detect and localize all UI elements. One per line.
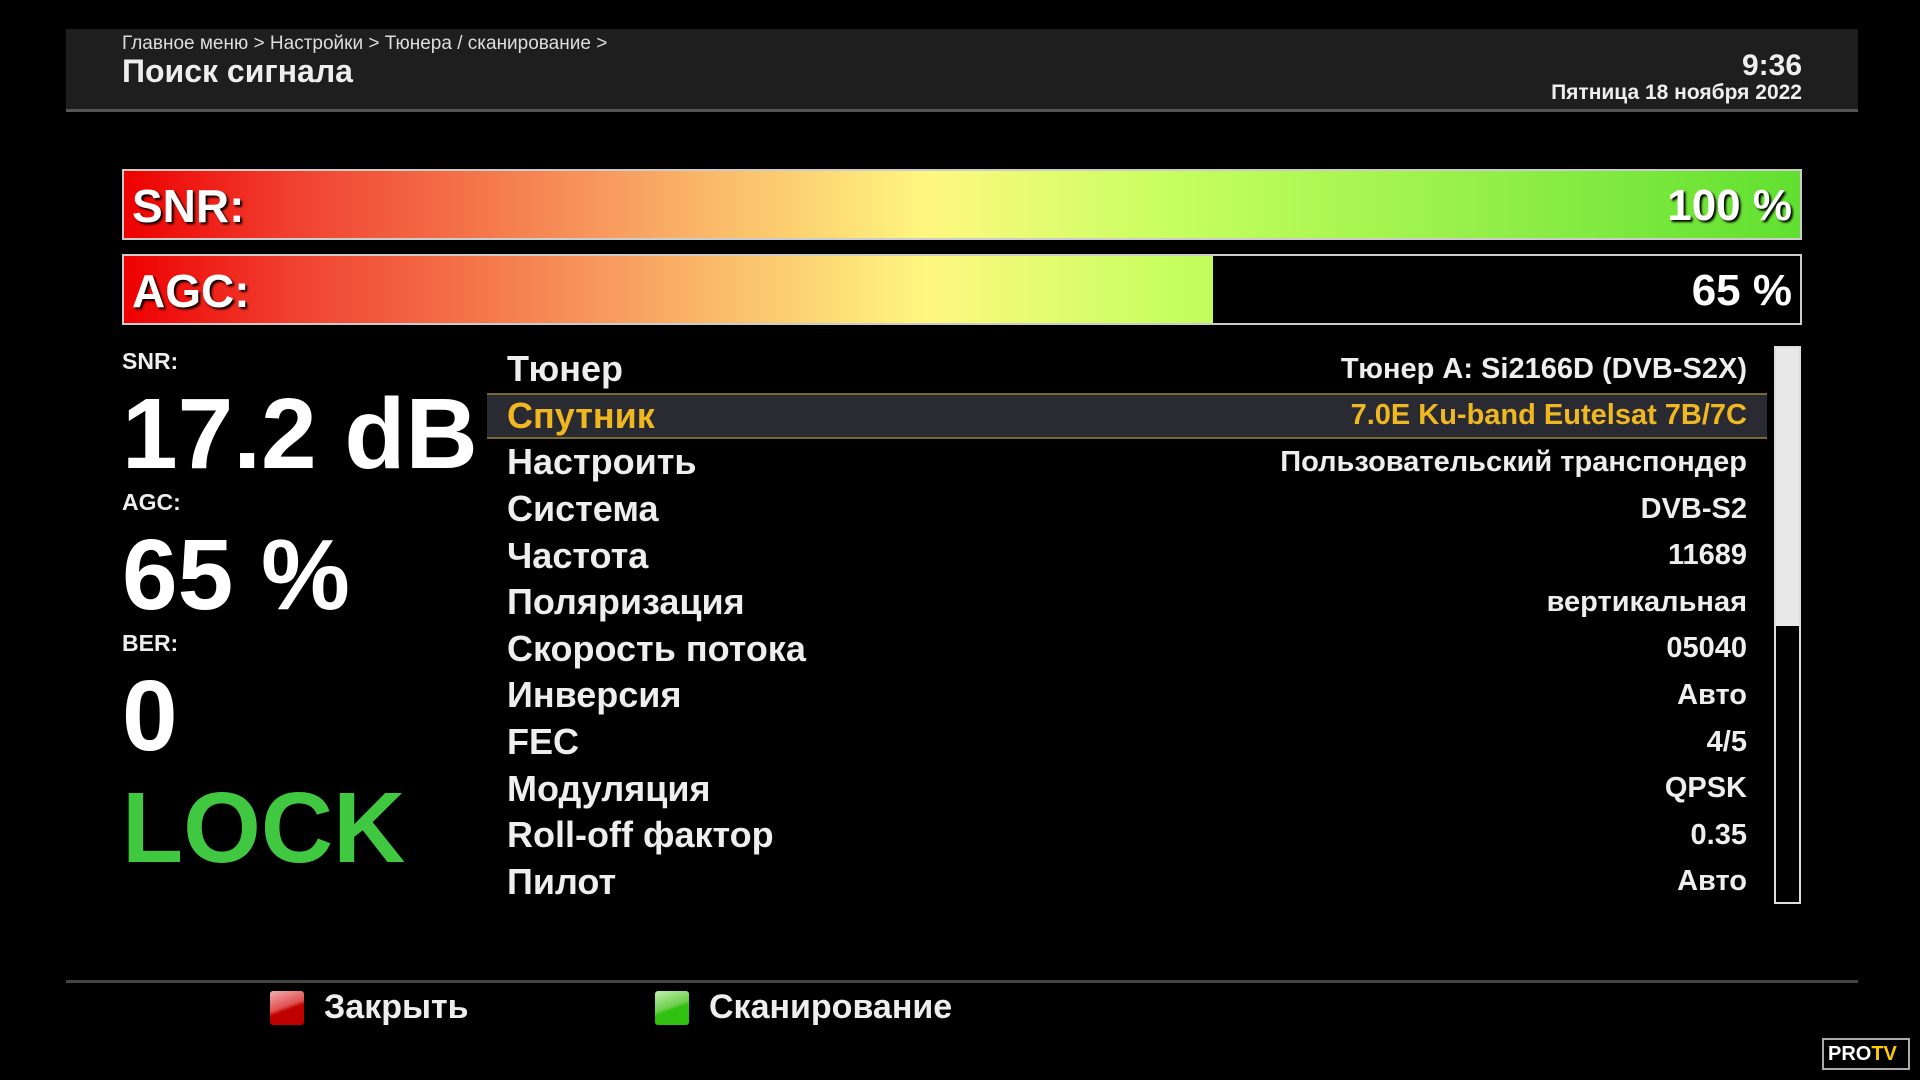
scan-label: Сканирование bbox=[709, 988, 953, 1026]
red-key-icon bbox=[270, 990, 304, 1025]
parameter-label: Частота bbox=[507, 534, 649, 576]
snr-value: 17.2 dB bbox=[122, 378, 478, 490]
green-key-icon bbox=[655, 990, 689, 1025]
clock-time: 9:36 bbox=[1741, 49, 1802, 82]
parameter-label: Roll-off фактор bbox=[507, 814, 774, 856]
page-title: Поиск сигнала bbox=[122, 53, 353, 89]
parameter-row[interactable]: Спутник 7.0E Ku-band Eutelsat 7B/7C bbox=[487, 392, 1767, 440]
parameter-row[interactable]: Настроить Пользовательский транспондер bbox=[487, 439, 1767, 486]
breadcrumb: Главное меню > Настройки > Тюнера / скан… bbox=[122, 33, 608, 54]
parameter-value: Авто bbox=[1677, 865, 1747, 898]
scan-button[interactable]: Сканирование bbox=[655, 988, 952, 1027]
close-button[interactable]: Закрыть bbox=[270, 988, 469, 1027]
scrollbar[interactable] bbox=[1774, 346, 1801, 904]
ber-label: BER: bbox=[122, 630, 179, 656]
parameter-label: Модуляция bbox=[507, 767, 711, 809]
lock-status: LOCK bbox=[122, 772, 406, 884]
snr-bar-fill bbox=[124, 171, 1800, 238]
parameter-row[interactable]: Поляризация вертикальная bbox=[487, 579, 1767, 626]
agc-bar: AGC: 65 % bbox=[122, 254, 1802, 325]
snr-label: SNR: bbox=[122, 348, 179, 374]
agc-bar-value: 65 % bbox=[1691, 266, 1792, 315]
parameter-value: Тюнер A: Si2166D (DVB-S2X) bbox=[1340, 352, 1747, 385]
parameter-row[interactable]: Модуляция QPSK bbox=[487, 765, 1767, 812]
parameter-row[interactable]: Пилот Авто bbox=[487, 859, 1767, 906]
parameter-label: Настроить bbox=[507, 441, 697, 483]
parameter-label: Пилот bbox=[507, 860, 617, 902]
parameter-value: 0.35 bbox=[1690, 818, 1747, 851]
parameter-label: Скорость потока bbox=[507, 627, 806, 669]
parameter-value: QPSK bbox=[1664, 772, 1747, 805]
parameter-label: Поляризация bbox=[507, 581, 745, 623]
parameter-value: 7.0E Ku-band Eutelsat 7B/7C bbox=[1350, 399, 1747, 432]
snr-bar: SNR: 100 % bbox=[122, 169, 1802, 240]
ber-value: 0 bbox=[122, 660, 178, 772]
parameter-label: Инверсия bbox=[507, 674, 682, 716]
snr-bar-value: 100 % bbox=[1667, 181, 1792, 230]
parameter-label: Спутник bbox=[507, 394, 655, 436]
header: Главное меню > Настройки > Тюнера / скан… bbox=[66, 29, 1858, 112]
parameter-label: Система bbox=[507, 488, 659, 530]
parameter-row[interactable]: Roll-off фактор 0.35 bbox=[487, 812, 1767, 859]
parameter-row[interactable]: FEC 4/5 bbox=[487, 719, 1767, 766]
parameter-row[interactable]: Система DVB-S2 bbox=[487, 486, 1767, 533]
parameter-value: DVB-S2 bbox=[1640, 492, 1747, 525]
parameter-row[interactable]: Тюнер Тюнер A: Si2166D (DVB-S2X) bbox=[487, 346, 1767, 393]
agc-value: 65 % bbox=[122, 519, 350, 631]
snr-bar-label: SNR: bbox=[132, 180, 245, 232]
footer-divider bbox=[66, 980, 1858, 983]
parameter-value: Пользовательский транспондер bbox=[1280, 445, 1747, 478]
parameter-list: Тюнер Тюнер A: Si2166D (DVB-S2X) Спутник 7.… bbox=[487, 346, 1767, 905]
parameter-value: 4/5 bbox=[1706, 725, 1747, 758]
parameter-value: 05040 bbox=[1666, 632, 1747, 665]
protv-logo: PROTV bbox=[1822, 1038, 1910, 1070]
clock-date: Пятница 18 ноября 2022 bbox=[1551, 81, 1802, 104]
parameter-label: Тюнер bbox=[507, 348, 624, 390]
parameter-value: Авто bbox=[1677, 678, 1747, 711]
agc-bar-label: AGC: bbox=[132, 265, 250, 317]
parameter-value: вертикальная bbox=[1546, 585, 1747, 618]
agc-bar-fill bbox=[124, 256, 1214, 323]
parameter-label: FEC bbox=[507, 721, 579, 763]
parameter-value: 11689 bbox=[1667, 539, 1747, 572]
parameter-row[interactable]: Инверсия Авто bbox=[487, 672, 1767, 719]
parameter-row[interactable]: Частота 11689 bbox=[487, 532, 1767, 579]
close-label: Закрыть bbox=[324, 988, 469, 1026]
scrollbar-thumb[interactable] bbox=[1776, 348, 1799, 626]
agc-label: AGC: bbox=[122, 489, 181, 515]
parameter-row[interactable]: Скорость потока 05040 bbox=[487, 626, 1767, 673]
